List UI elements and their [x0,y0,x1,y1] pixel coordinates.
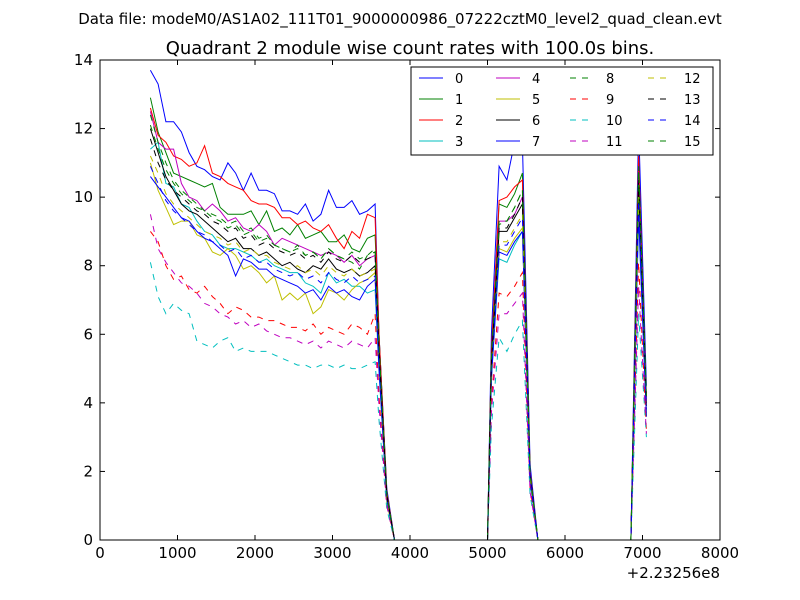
legend-entry-1: 1 [419,93,463,108]
x-tick-label: 1000 [158,544,196,562]
legend-label: 10 [606,114,623,129]
series-line-10 [149,262,647,541]
y-tick-label: 0 [83,531,93,549]
legend-entry-11: 11 [570,135,623,150]
x-tick-label: 6000 [546,544,584,562]
series-line-4 [149,111,647,541]
legend-entry-5: 5 [496,93,540,108]
legend-entry-2: 2 [419,114,463,129]
legend-label: 4 [532,72,540,87]
x-axis: 0 1000 2000 3000 4000 5000 6000 7000 8000 [95,60,739,562]
legend-label: 3 [455,135,463,150]
x-offset-label: +2.23256e8 [627,564,720,582]
legend-label: 6 [532,114,540,129]
series-line-3 [150,141,647,541]
series-line-12 [149,155,647,541]
legend-entry-0: 0 [419,72,463,87]
legend-label: 7 [532,135,540,150]
series-line-5 [149,162,647,541]
legend-entry-8: 8 [570,72,614,87]
y-tick-label: 6 [83,325,93,343]
series-line-8 [149,114,647,541]
legend-entry-3: 3 [419,135,463,150]
x-tick-label: 4000 [391,544,429,562]
x-tick-label: 2000 [236,544,274,562]
series-line-7 [149,176,647,541]
legend-entry-9: 9 [570,93,614,108]
legend-label: 13 [684,93,701,108]
legend-label: 15 [684,135,701,150]
chart-title: Quadrant 2 module wise count rates with … [166,38,655,59]
legend-entry-15: 15 [648,135,701,150]
series-line-11 [149,214,647,541]
legend-label: 2 [455,114,463,129]
legend-entry-10: 10 [570,114,623,129]
y-tick-label: 12 [74,120,93,138]
legend-label: 12 [684,72,701,87]
legend-label: 14 [684,114,701,129]
legend-frame [410,66,714,156]
legend-label: 8 [606,72,614,87]
series-line-2 [149,107,647,541]
series-line-1 [149,97,647,541]
y-tick-label: 4 [83,394,93,412]
y-tick-label: 10 [74,188,93,206]
legend-label: 1 [455,93,463,108]
legend-entry-12: 12 [648,72,701,87]
x-tick-label: 7000 [623,544,661,562]
x-tick-label: 8000 [701,544,739,562]
series-line-15 [149,124,647,541]
y-tick-label: 14 [74,51,93,69]
legend-label: 9 [606,93,614,108]
legend-entry-4: 4 [496,72,540,87]
x-tick-label: 0 [95,544,105,562]
legend-label: 5 [532,93,540,108]
x-tick-label: 3000 [313,544,351,562]
legend-label: 0 [455,72,463,87]
figure-suptitle: Data file: modeM0/AS1A02_111T01_90000009… [78,10,722,29]
legend-entry-6: 6 [496,114,540,129]
legend-label: 11 [606,135,623,150]
legend-entry-13: 13 [648,93,701,108]
legend-entry-14: 14 [648,114,701,129]
series-line-6 [149,128,647,541]
y-tick-label: 8 [83,257,93,275]
series-line-9 [149,231,647,541]
legend-entry-7: 7 [496,135,540,150]
x-tick-label: 5000 [468,544,506,562]
y-tick-label: 2 [83,462,93,480]
